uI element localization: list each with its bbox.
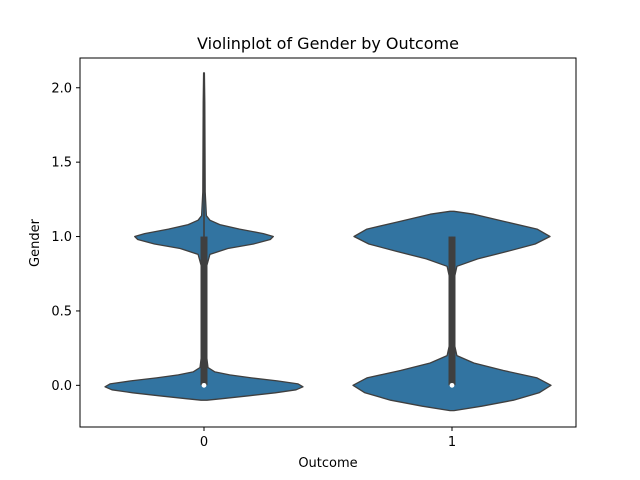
violin-median-0 [201,382,207,388]
y-tick-label: 0.0 [51,379,72,394]
y-tick-label: 1.0 [51,230,72,245]
plot-frame [79,57,577,428]
violin-median-1 [449,382,455,388]
y-axis-label: Gender [28,218,43,267]
violin-iqr-box-1 [448,236,456,386]
y-tick-label: 2.0 [51,81,72,96]
y-axis: 0.0 0.5 1.0 1.5 2.0 [51,81,80,394]
x-tick-label: 1 [448,435,456,450]
violins-layer [104,72,552,412]
chart-title: Violinplot of Gender by Outcome [197,34,459,53]
x-axis-label: Outcome [298,456,357,471]
x-tick-label: 0 [200,435,208,450]
y-tick-label: 1.5 [51,156,72,171]
y-tick-label: 0.5 [51,304,72,319]
violin-iqr-box-0 [200,236,208,386]
